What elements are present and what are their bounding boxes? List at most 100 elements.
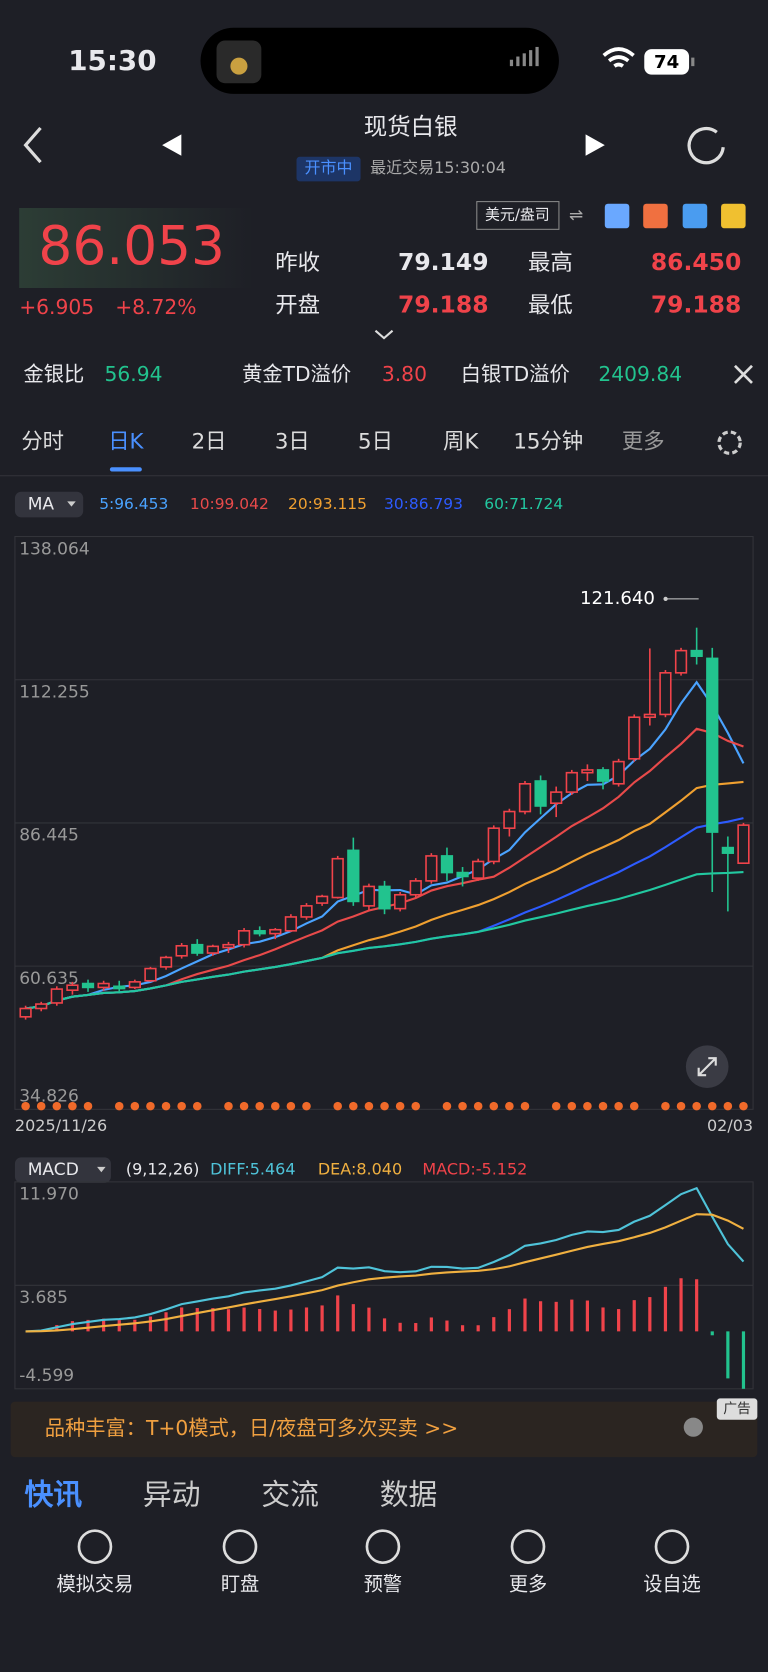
bottom-tab[interactable]: 快讯 — [25, 1478, 83, 1512]
ma-line — [25, 870, 744, 1010]
toolbar-label[interactable]: 预警 — [364, 1573, 402, 1596]
candle-body — [159, 956, 173, 968]
low: 79.188 — [651, 291, 742, 319]
indicator-name: MA — [28, 495, 55, 515]
bottom-tab[interactable]: 数据 — [380, 1478, 438, 1512]
toolbar-icon — [77, 1529, 113, 1565]
event-dot — [614, 1101, 623, 1111]
event-dot — [458, 1101, 467, 1111]
candle-body — [409, 880, 422, 896]
candle-body — [378, 885, 391, 910]
event-dot — [271, 1101, 280, 1111]
y-tick-label: 112.255 — [19, 683, 90, 703]
candle-body — [113, 985, 126, 990]
candle-body — [518, 782, 532, 813]
toolbar-label[interactable]: 设自选 — [643, 1573, 701, 1596]
macd-params: (9,12,26) — [126, 1160, 200, 1179]
toolbar-label[interactable]: 模拟交易 — [57, 1573, 134, 1596]
y-tick-label: 60.635 — [19, 969, 79, 989]
status-badge — [296, 156, 361, 182]
period-tab[interactable]: 5日 — [358, 430, 393, 455]
event-dot — [114, 1101, 124, 1111]
event-dot — [661, 1101, 670, 1111]
battery — [644, 49, 690, 75]
candle-body — [97, 982, 110, 989]
open: 79.188 — [398, 291, 489, 319]
candle-body — [284, 916, 298, 932]
change-pct: +8.72% — [115, 295, 196, 319]
expand-button[interactable] — [374, 329, 394, 340]
event-dot — [146, 1101, 155, 1111]
toolbar-label[interactable]: 盯盘 — [221, 1573, 259, 1596]
next-button[interactable] — [585, 134, 605, 156]
event-dot — [707, 1101, 717, 1111]
tool-icon[interactable] — [721, 203, 746, 229]
ad-tag-bg — [716, 1398, 758, 1420]
event-dot — [68, 1101, 77, 1111]
settings-button[interactable] — [717, 430, 742, 455]
swap-icon[interactable]: ⇌ — [569, 205, 583, 225]
ticker-value: 3.80 — [382, 362, 427, 386]
toolbar-icon — [365, 1529, 401, 1565]
unit-box[interactable] — [476, 201, 560, 230]
candle-body — [425, 855, 438, 882]
high-dot — [663, 596, 668, 601]
candle-body — [596, 769, 610, 782]
back-button[interactable] — [23, 126, 42, 164]
candle-body — [128, 981, 141, 989]
event-dot — [286, 1101, 296, 1111]
prev-button[interactable] — [162, 134, 182, 156]
bottom-tab[interactable]: 异动 — [143, 1478, 201, 1512]
candle-body — [503, 810, 516, 829]
ad-tag: 广告 — [723, 1401, 751, 1417]
candle-body — [191, 943, 204, 954]
ma-legend: 60:71.724 — [484, 495, 563, 513]
period-tab[interactable]: 2日 — [192, 430, 227, 455]
event-dot — [473, 1101, 483, 1111]
period-tab[interactable]: 日K — [108, 430, 144, 455]
ad-bar[interactable] — [10, 1401, 758, 1458]
event-dot — [177, 1101, 186, 1111]
candle-body — [456, 871, 469, 878]
candle-body — [612, 760, 625, 785]
period-tab[interactable]: 分时 — [21, 430, 64, 455]
indicator-button[interactable] — [14, 491, 84, 518]
event-dot — [21, 1101, 30, 1111]
indicator-button[interactable] — [14, 1157, 111, 1183]
event-dot — [442, 1101, 452, 1111]
candle-body — [581, 769, 594, 774]
dynamic-island — [200, 27, 559, 94]
tool-icon[interactable] — [604, 203, 630, 229]
period-tab[interactable]: 更多 — [622, 430, 665, 455]
candle-body — [66, 984, 79, 991]
event-dot — [255, 1101, 264, 1111]
period-tab[interactable]: 3日 — [275, 430, 310, 455]
close-ticker[interactable] — [733, 364, 753, 384]
event-dot — [239, 1101, 249, 1111]
app-icon-coin — [230, 57, 248, 75]
ticker-label: 金银比 — [23, 362, 84, 386]
ad-close[interactable] — [683, 1417, 703, 1437]
period-tab[interactable]: 周K — [443, 430, 479, 455]
x-tick-label: 02/03 — [707, 1116, 753, 1135]
open-label: 开盘 — [275, 293, 320, 319]
event-dot — [130, 1101, 140, 1111]
candle-body — [331, 857, 344, 899]
ticker-label: 黄金TD溢价 — [242, 362, 351, 386]
event-dot — [598, 1101, 608, 1111]
toolbar-icon — [510, 1529, 546, 1565]
period-tab[interactable]: 15分钟 — [513, 430, 583, 455]
tool-icon[interactable] — [643, 203, 668, 229]
event-dot — [161, 1101, 171, 1111]
candle-body — [237, 930, 251, 946]
event-dot — [395, 1101, 405, 1111]
bottom-tab[interactable]: 交流 — [261, 1478, 319, 1512]
candle-body — [721, 846, 734, 854]
event-dot — [520, 1101, 530, 1111]
tool-icon[interactable] — [682, 203, 708, 229]
event-dot — [723, 1101, 733, 1111]
refresh-button[interactable] — [687, 127, 725, 165]
candle-body — [35, 1003, 48, 1010]
toolbar-label[interactable]: 更多 — [509, 1573, 547, 1596]
dropdown-arrow — [67, 501, 76, 507]
